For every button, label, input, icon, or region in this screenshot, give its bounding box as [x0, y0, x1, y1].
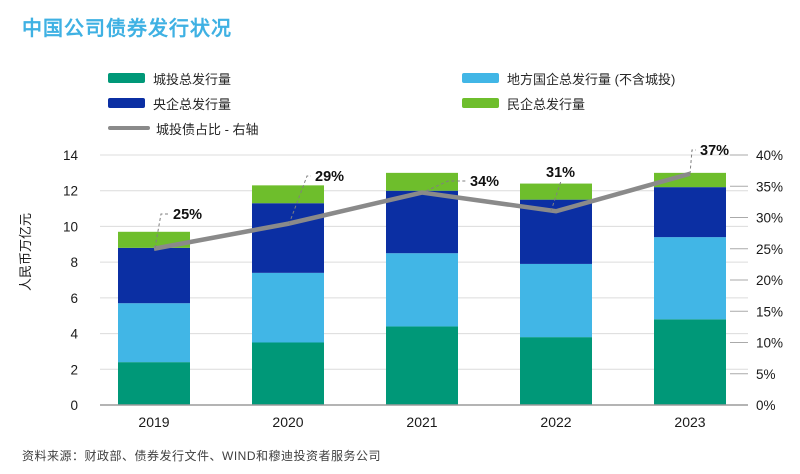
legend-label-chengtou: 城投总发行量 [153, 71, 232, 87]
bar-segment-series1-2022 [520, 337, 592, 405]
bar-segment-series4-2023 [654, 172, 726, 188]
x-axis-label-2022: 2022 [540, 414, 571, 430]
data-label-2023: 37% [700, 143, 729, 159]
legend-item-chengtou-ratio: 城投债占比 - 右轴 [108, 121, 259, 137]
source-note: 资料来源：财政部、债券发行文件、WIND和穆迪投资者服务公司 [22, 449, 381, 463]
legend-left-column: 城投总发行量 央企总发行量 城投债占比 - 右轴 [108, 71, 259, 146]
bar-segment-series2-2023 [654, 237, 726, 320]
left-axis-tick-label: 14 [63, 148, 79, 163]
data-label-2019: 25% [173, 207, 202, 223]
bar-segment-series3-2023 [654, 187, 726, 238]
left-axis-tick-label: 4 [70, 327, 78, 342]
trend-line [153, 171, 691, 251]
left-axis-tick-label: 6 [70, 291, 78, 306]
bar-segment-series1-2020 [252, 342, 324, 405]
data-label-2020: 29% [315, 169, 344, 185]
legend-label-yangqi: 央企总发行量 [153, 96, 232, 112]
legend-label-difang-guoqi: 地方国企总发行量 (不含城投) [507, 71, 676, 87]
x-axis-label-2023: 2023 [674, 414, 705, 430]
legend-item-minqi: 民企总发行量 [462, 96, 675, 112]
data-label-2021: 34% [470, 174, 499, 190]
bar-segment-series4-2021 [386, 172, 458, 191]
legend-item-chengtou: 城投总发行量 [108, 71, 259, 87]
bar-segment-series3-2021 [386, 190, 458, 254]
legend-swatch-difang-guoqi [462, 73, 499, 83]
legend-swatch-yangqi [108, 98, 145, 108]
right-axis-tick-label: 10% [756, 336, 783, 351]
legend-swatch-chengtou [108, 73, 145, 83]
right-axis-tick-label: 30% [756, 211, 783, 226]
legend-swatch-ratio-line [108, 126, 150, 130]
leader-line [425, 180, 466, 192]
right-axis-tick-label: 40% [756, 148, 783, 163]
right-axis-tick-label: 25% [756, 242, 783, 257]
x-axis-label-2021: 2021 [406, 414, 437, 430]
legend-item-difang-guoqi: 地方国企总发行量 (不含城投) [462, 71, 676, 87]
x-axis-label-2019: 2019 [138, 414, 169, 430]
legend-label-chengtou-ratio: 城投债占比 - 右轴 [156, 121, 259, 137]
leader-line [689, 149, 696, 175]
left-axis-tick-label: 8 [70, 255, 78, 270]
leader-line [288, 175, 311, 225]
legend-right-column: 地方国企总发行量 (不含城投) 民企总发行量 [462, 71, 675, 121]
bar-segment-series1-2021 [386, 326, 458, 405]
legend-label-minqi: 民企总发行量 [507, 96, 586, 112]
left-axis-tick-label: 12 [63, 184, 78, 199]
bar-segment-series3-2019 [118, 247, 190, 304]
bar-segment-series2-2020 [252, 272, 324, 343]
right-axis-tick-label: 5% [756, 367, 776, 382]
left-axis-tick-label: 10 [63, 219, 78, 234]
bar-segment-series4-2020 [252, 185, 324, 204]
bar-segment-series2-2022 [520, 263, 592, 338]
legend-item-yangqi: 央企总发行量 [108, 96, 259, 112]
left-axis-tick-label: 2 [70, 362, 78, 377]
bar-segment-series2-2019 [118, 303, 190, 363]
left-axis-tick-label: 0 [70, 398, 78, 413]
x-axis-label-2020: 2020 [272, 414, 303, 430]
left-axis-title: 人民币万亿元 [18, 213, 33, 291]
bar-segment-series3-2020 [252, 203, 324, 273]
bar-segment-series1-2019 [118, 362, 190, 405]
chart-title: 中国公司债券发行状况 [22, 18, 232, 40]
bar-segment-series2-2021 [386, 253, 458, 327]
right-axis-tick-label: 35% [756, 179, 783, 194]
legend-swatch-minqi [462, 98, 499, 108]
leader-line [154, 213, 169, 249]
right-axis-tick-label: 20% [756, 273, 783, 288]
data-label-2022: 31% [546, 165, 575, 181]
right-axis-tick-label: 15% [756, 304, 783, 319]
right-axis-tick-label: 0% [756, 398, 776, 413]
bar-segment-series4-2022 [520, 183, 592, 200]
bar-segment-series1-2023 [654, 319, 726, 405]
